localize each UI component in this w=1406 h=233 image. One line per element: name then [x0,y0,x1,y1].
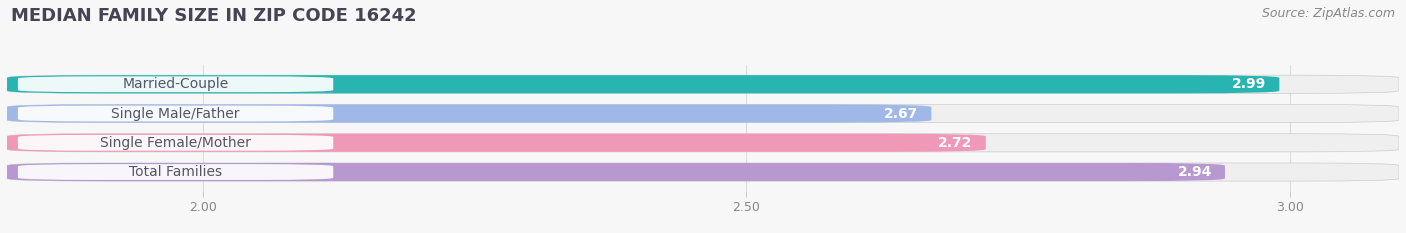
FancyBboxPatch shape [7,104,1399,123]
FancyBboxPatch shape [7,134,986,152]
Text: Single Female/Mother: Single Female/Mother [100,136,252,150]
Text: Single Male/Father: Single Male/Father [111,106,240,120]
Text: Source: ZipAtlas.com: Source: ZipAtlas.com [1261,7,1395,20]
FancyBboxPatch shape [18,106,333,121]
FancyBboxPatch shape [7,75,1399,93]
Text: 2.67: 2.67 [884,106,918,120]
FancyBboxPatch shape [7,163,1399,181]
FancyBboxPatch shape [18,135,333,151]
FancyBboxPatch shape [7,134,1399,152]
Text: MEDIAN FAMILY SIZE IN ZIP CODE 16242: MEDIAN FAMILY SIZE IN ZIP CODE 16242 [11,7,416,25]
FancyBboxPatch shape [18,164,333,180]
Text: Married-Couple: Married-Couple [122,77,229,91]
FancyBboxPatch shape [18,76,333,92]
Text: 2.99: 2.99 [1232,77,1267,91]
Text: 2.94: 2.94 [1178,165,1212,179]
FancyBboxPatch shape [7,75,1279,93]
FancyBboxPatch shape [7,104,931,123]
Text: Total Families: Total Families [129,165,222,179]
Text: 2.72: 2.72 [938,136,973,150]
FancyBboxPatch shape [7,163,1225,181]
